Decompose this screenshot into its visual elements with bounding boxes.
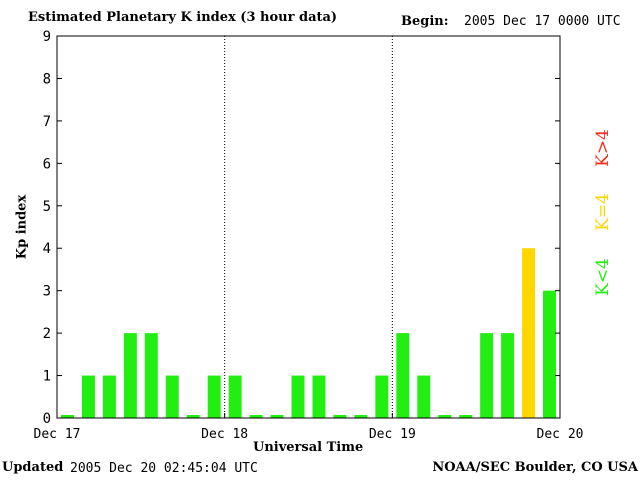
y-tick-label: 5 (43, 199, 51, 215)
y-tick-label: 6 (43, 156, 51, 172)
kp-bar (312, 375, 326, 418)
kp-bar (81, 375, 95, 418)
updated-value: 2005 Dec 20 02:45:04 UTC (70, 461, 258, 476)
y-tick-label: 0 (43, 411, 51, 427)
kp-bar (186, 415, 200, 418)
y-tick-label: 8 (43, 71, 51, 87)
updated-label: Updated (2, 460, 64, 475)
kp-bar (270, 415, 284, 418)
y-tick-label: 2 (43, 326, 51, 342)
y-tick-label: 1 (43, 369, 51, 385)
kp-bar (459, 415, 473, 418)
x-axis-label: Universal Time (253, 440, 364, 455)
kp-bar (249, 415, 263, 418)
y-tick-label: 7 (43, 114, 51, 130)
begin-label: Begin: (401, 14, 449, 29)
kp-bar (61, 415, 74, 418)
kp-bar (333, 415, 347, 418)
kp-bar (123, 333, 137, 418)
kp-bar (543, 290, 556, 418)
kp-bar (501, 333, 515, 418)
kp-bar (375, 375, 389, 418)
x-tick-label: Dec 17 (34, 427, 81, 442)
kp-bar (480, 333, 494, 418)
legend-k-greater-4: K>4 (593, 129, 613, 167)
legend-k-less-4: K<4 (593, 258, 613, 296)
x-tick-label: Dec 19 (369, 427, 416, 442)
begin-value: 2005 Dec 17 0000 UTC (464, 14, 621, 29)
y-axis-label: Kp index (14, 194, 30, 260)
kp-bar (102, 375, 116, 418)
kp-bar (165, 375, 179, 418)
kp-bar (417, 375, 431, 418)
y-tick-label: 9 (43, 29, 51, 45)
kp-bar (522, 248, 536, 418)
legend-k-equal-4: K=4 (593, 193, 613, 231)
kp-bar (354, 415, 368, 418)
kp-bar (228, 375, 242, 418)
kp-bar (207, 375, 221, 418)
kp-bar (291, 375, 305, 418)
x-tick-label: Dec 20 (537, 427, 584, 442)
kp-bar (438, 415, 452, 418)
y-tick-label: 4 (43, 241, 51, 257)
kp-bar (144, 333, 158, 418)
plot-frame (56, 35, 561, 419)
kp-bar (396, 333, 410, 418)
y-tick-label: 3 (43, 284, 51, 300)
x-tick-label: Dec 18 (201, 427, 248, 442)
chart-title: Estimated Planetary K index (3 hour data… (28, 10, 338, 25)
source-credit: NOAA/SEC Boulder, CO USA (432, 460, 638, 475)
